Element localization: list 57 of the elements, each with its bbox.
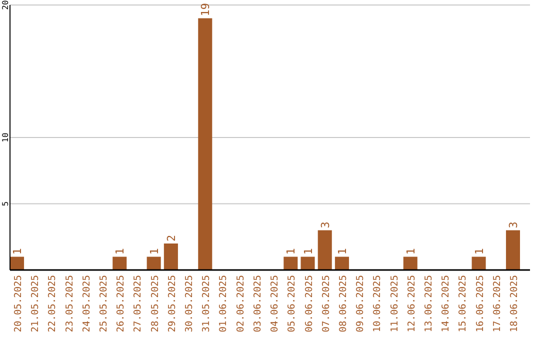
x-tick-label: 09.06.2025 [355,275,366,332]
y-tick-label: 5 [1,201,10,206]
data-label: 1 [336,248,349,255]
data-label: 19 [199,3,212,16]
data-label: 3 [506,222,520,228]
bar [318,230,332,270]
x-tick-label: 29.05.2025 [166,275,178,332]
x-tick-label: 30.05.2025 [184,275,196,332]
y-tick-label: 20 [1,0,10,10]
x-tick-label: 02.06.2025 [235,275,246,332]
x-tick-label: 24.05.2025 [81,275,92,332]
x-tick-label: 03.06.2025 [252,275,264,332]
x-tick-label: 25.05.2025 [98,275,110,332]
x-tick-label: 14.06.2025 [440,275,452,332]
x-tick-label: 12.06.2025 [406,275,418,332]
x-tick-label: 08.06.2025 [338,275,349,332]
x-tick-label: 15.06.2025 [458,275,469,332]
x-tick-label: 11.06.2025 [389,275,400,332]
x-tick-label: 31.05.2025 [201,275,212,332]
x-tick-label: 05.06.2025 [286,275,298,332]
data-label: 2 [164,234,178,242]
x-tick-label: 13.06.2025 [423,275,434,332]
data-label: 3 [318,222,332,228]
x-tick-label: 21.05.2025 [30,275,42,332]
bar [300,256,315,270]
bar [198,18,212,270]
x-tick-label: 18.06.2025 [508,275,520,332]
data-label: 1 [114,248,127,255]
x-tick-label: 04.06.2025 [270,275,281,332]
data-label: 1 [284,248,298,255]
y-tick-label: 10 [1,132,10,142]
x-tick-label: 07.06.2025 [320,275,332,332]
data-label: 1 [148,248,161,255]
bar [10,256,24,270]
x-tick-label: 27.05.2025 [132,275,144,332]
bar [146,256,161,270]
bar [334,256,349,270]
x-tick-label: 17.06.2025 [492,275,503,332]
x-tick-label: 06.06.2025 [304,275,315,332]
bar [472,256,486,270]
x-tick-label: 28.05.2025 [150,275,161,332]
x-tick-label: 26.05.2025 [116,275,127,332]
x-tick-label: 01.06.2025 [218,275,230,332]
data-label: 1 [302,248,315,255]
bar [284,256,298,270]
bar [506,230,520,270]
bar [164,244,178,270]
data-label: 1 [11,248,24,255]
x-tick-label: 23.05.2025 [64,275,76,332]
bar [112,256,127,270]
x-tick-label: 10.06.2025 [372,275,384,332]
bar [403,256,418,270]
x-tick-label: 22.05.2025 [47,275,58,332]
x-tick-label: 16.06.2025 [474,275,486,332]
x-tick-label: 20.05.2025 [13,275,24,332]
data-label: 1 [472,248,486,255]
data-label: 1 [404,248,418,255]
